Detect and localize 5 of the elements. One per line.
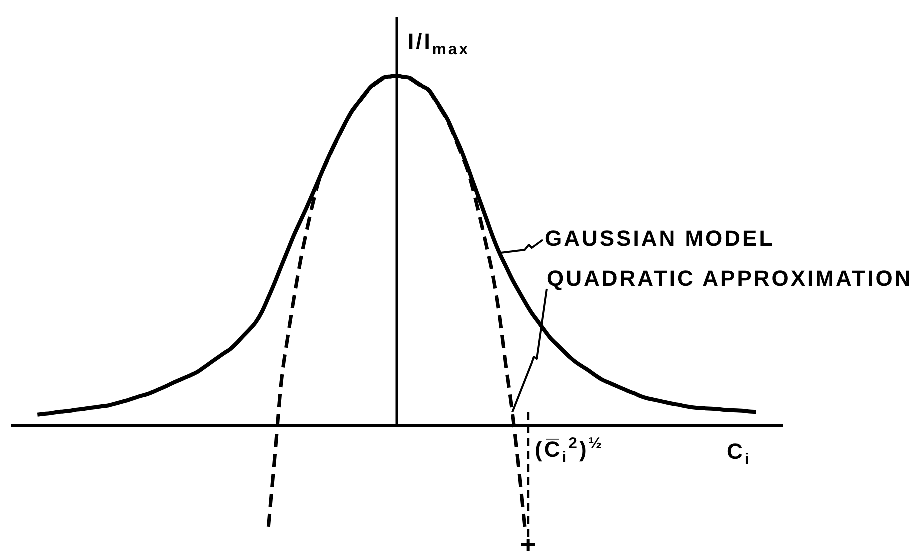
legend-label: GAUSSIAN MODEL bbox=[545, 226, 775, 252]
text: QUADRATIC APPROXIMATION bbox=[547, 266, 913, 292]
y-axis-title: I/I$_{max}$ bbox=[408, 29, 470, 59]
x-axis-title: C$_{i}$ bbox=[727, 439, 752, 469]
annotation: (C̅$_{i}$$^{2}$)$^{½}$ bbox=[535, 435, 604, 467]
